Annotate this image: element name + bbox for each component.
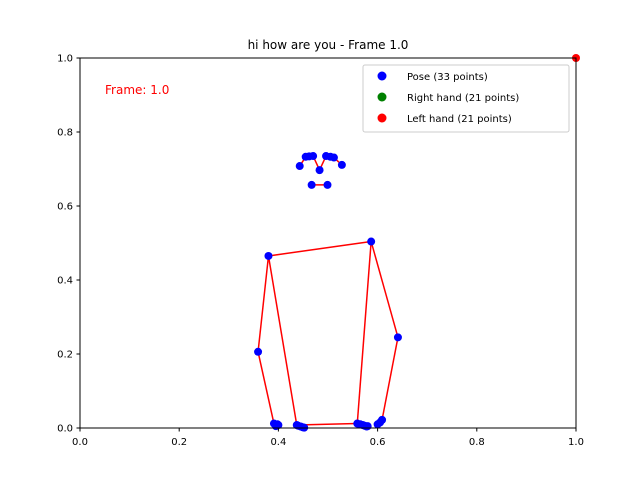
pose-point — [307, 180, 316, 189]
legend-box — [362, 64, 570, 133]
x-tick-label: 0.6 — [370, 437, 386, 448]
axes-frame — [79, 57, 577, 429]
x-tick-label: 0.2 — [171, 437, 187, 448]
x-tick-label: 0.4 — [270, 437, 286, 448]
pose-point — [376, 418, 385, 427]
legend-label-left-hand: Left hand (21 points) — [407, 114, 512, 125]
skeleton-connection — [381, 337, 399, 421]
landmark-points — [254, 54, 580, 432]
y-tick-label: 1.0 — [57, 54, 73, 65]
legend-label-right-hand: Right hand (21 points) — [407, 93, 519, 104]
pose-point — [264, 251, 273, 260]
skeleton-connection — [370, 241, 399, 338]
y-tick-label: 0.0 — [57, 424, 73, 435]
pose-point — [329, 153, 338, 162]
legend-marker-pose — [377, 71, 387, 81]
pose-point — [301, 152, 310, 161]
x-tick-label: 0.8 — [469, 437, 485, 448]
skeleton-connection — [356, 241, 372, 424]
skeleton-connection — [257, 351, 275, 424]
pose-point — [323, 180, 332, 189]
legend: Pose (33 points) Right hand (21 points) … — [362, 64, 570, 133]
legend-marker-left-hand — [377, 113, 387, 123]
y-tick-label: 0.4 — [57, 276, 73, 287]
pose-point — [362, 422, 371, 431]
x-tick-label: 1.0 — [568, 437, 584, 448]
frame-annotation: Frame: 1.0 — [105, 83, 169, 97]
x-tick-label: 0.0 — [72, 437, 88, 448]
skeleton-connection — [268, 240, 372, 257]
legend-marker-right-hand — [377, 92, 387, 102]
pose-point — [337, 160, 346, 169]
skeleton-connection — [267, 255, 298, 426]
legend-label-pose: Pose (33 points) — [407, 72, 488, 83]
pose-point — [295, 162, 304, 171]
pose-point — [393, 333, 402, 342]
y-axis: 0.0 0.2 0.4 0.6 0.8 1.0 — [57, 54, 80, 435]
pose-point — [254, 347, 263, 356]
pose-point — [367, 237, 376, 246]
skeleton-connection — [257, 255, 270, 352]
chart-title: hi how are you - Frame 1.0 — [248, 38, 409, 52]
pose-point — [315, 166, 324, 175]
y-tick-label: 0.6 — [57, 202, 73, 213]
y-tick-label: 0.8 — [57, 128, 73, 139]
pose-point — [273, 420, 282, 429]
x-axis: 0.0 0.2 0.4 0.6 0.8 1.0 — [72, 428, 584, 448]
y-tick-label: 0.2 — [57, 350, 73, 361]
